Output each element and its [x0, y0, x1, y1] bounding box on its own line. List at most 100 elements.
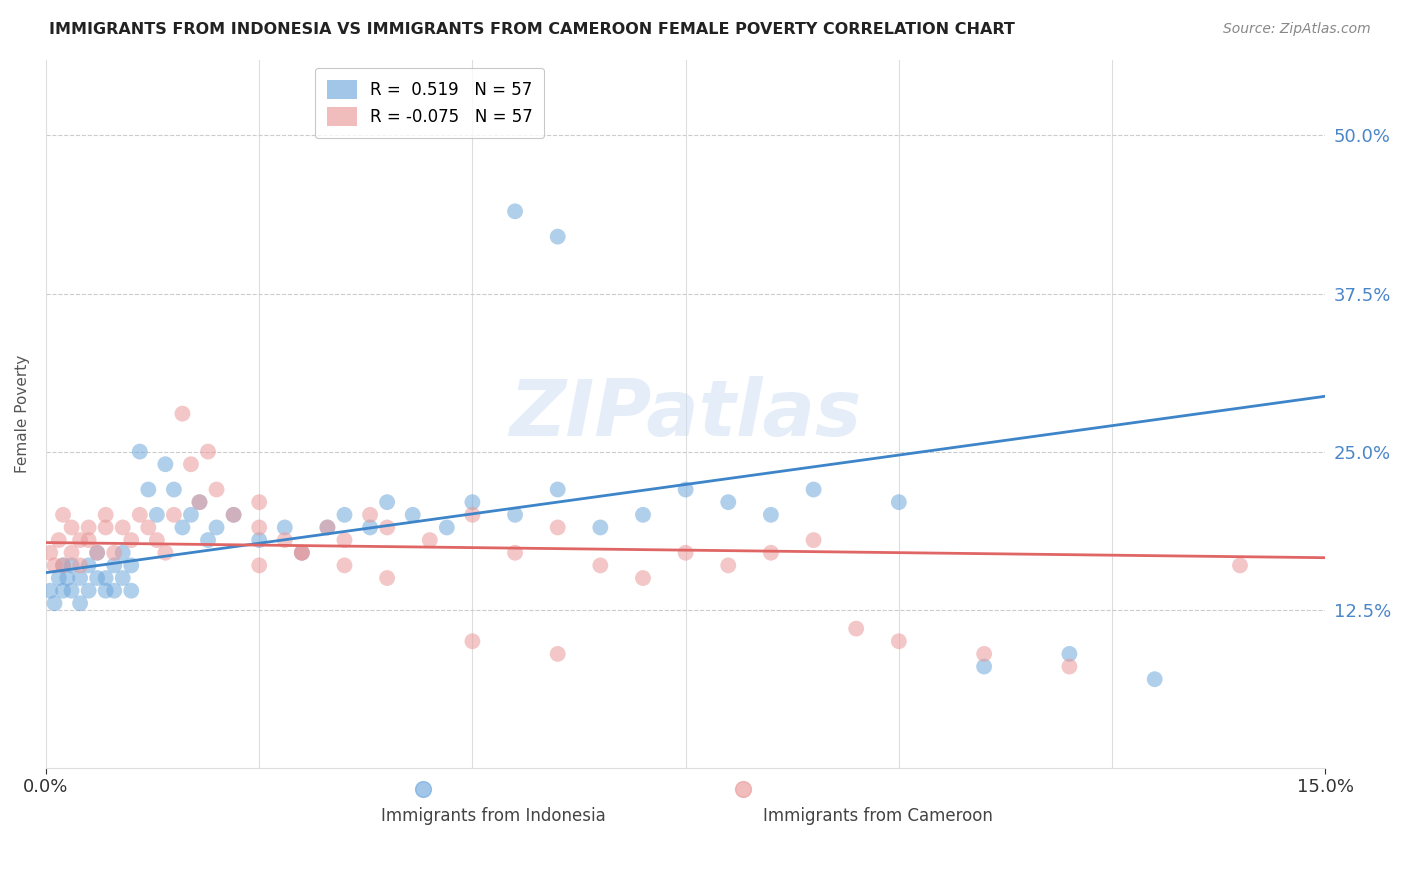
Point — [56, 571, 79, 585]
Point — [436, 520, 458, 534]
Point — [48, 533, 70, 547]
Point — [717, 558, 740, 573]
Point — [146, 533, 169, 547]
Point — [136, 520, 159, 534]
Point — [44, 558, 66, 573]
Point — [291, 546, 314, 560]
Point — [803, 483, 825, 497]
Point — [503, 204, 526, 219]
Text: ZIPatlas: ZIPatlas — [509, 376, 862, 451]
Point — [316, 520, 339, 534]
Point — [86, 546, 108, 560]
Point — [631, 571, 654, 585]
Point — [69, 596, 91, 610]
Point — [461, 508, 484, 522]
Point — [759, 546, 782, 560]
Point — [675, 483, 697, 497]
Text: Source: ZipAtlas.com: Source: ZipAtlas.com — [1223, 22, 1371, 37]
Point — [60, 546, 83, 560]
Point — [77, 520, 100, 534]
Point — [44, 596, 66, 610]
Point — [222, 508, 245, 522]
Point — [589, 558, 612, 573]
Point — [94, 520, 117, 534]
Point — [77, 533, 100, 547]
Point — [172, 407, 194, 421]
Point — [887, 634, 910, 648]
Point — [111, 520, 134, 534]
Point — [120, 558, 142, 573]
Point — [155, 546, 177, 560]
Point — [103, 583, 125, 598]
Point — [111, 571, 134, 585]
Point — [39, 546, 62, 560]
Point — [205, 483, 228, 497]
Point — [375, 520, 398, 534]
Point — [197, 444, 219, 458]
Point — [375, 571, 398, 585]
Point — [845, 622, 868, 636]
Point — [146, 508, 169, 522]
Point — [94, 508, 117, 522]
Point — [188, 495, 211, 509]
Point — [461, 634, 484, 648]
Point — [163, 508, 186, 522]
Point — [128, 508, 150, 522]
Point — [759, 508, 782, 522]
Point — [1143, 672, 1166, 686]
Point — [52, 583, 75, 598]
Point — [52, 508, 75, 522]
Point — [111, 546, 134, 560]
Point — [717, 495, 740, 509]
Point — [94, 583, 117, 598]
Point — [247, 495, 270, 509]
Point — [1059, 647, 1081, 661]
Point — [359, 520, 381, 534]
Point — [631, 508, 654, 522]
Legend: R =  0.519   N = 57, R = -0.075   N = 57: R = 0.519 N = 57, R = -0.075 N = 57 — [315, 68, 544, 138]
Point — [120, 583, 142, 598]
Point — [402, 508, 425, 522]
Point — [973, 647, 995, 661]
Point — [887, 495, 910, 509]
Point — [316, 520, 339, 534]
Point — [103, 546, 125, 560]
Point — [69, 571, 91, 585]
Point — [547, 229, 569, 244]
Point — [48, 571, 70, 585]
Point — [274, 520, 297, 534]
Point — [247, 520, 270, 534]
Point — [180, 457, 202, 471]
Point — [461, 495, 484, 509]
Point — [359, 508, 381, 522]
Point — [547, 520, 569, 534]
Point — [120, 533, 142, 547]
Point — [1059, 659, 1081, 673]
Point — [39, 583, 62, 598]
Point — [188, 495, 211, 509]
Point — [86, 571, 108, 585]
Point — [803, 533, 825, 547]
Point — [222, 508, 245, 522]
Point — [333, 533, 356, 547]
Point — [52, 558, 75, 573]
Point — [155, 457, 177, 471]
Point — [197, 533, 219, 547]
Point — [52, 558, 75, 573]
Point — [94, 571, 117, 585]
Point — [375, 495, 398, 509]
Point — [503, 546, 526, 560]
Point — [291, 546, 314, 560]
Point — [60, 520, 83, 534]
Point — [291, 546, 314, 560]
Point — [503, 508, 526, 522]
Point — [69, 533, 91, 547]
Point — [163, 483, 186, 497]
Point — [77, 558, 100, 573]
Point — [86, 546, 108, 560]
Point — [675, 546, 697, 560]
Point — [247, 558, 270, 573]
Point — [547, 647, 569, 661]
Point — [180, 508, 202, 522]
Point — [136, 483, 159, 497]
